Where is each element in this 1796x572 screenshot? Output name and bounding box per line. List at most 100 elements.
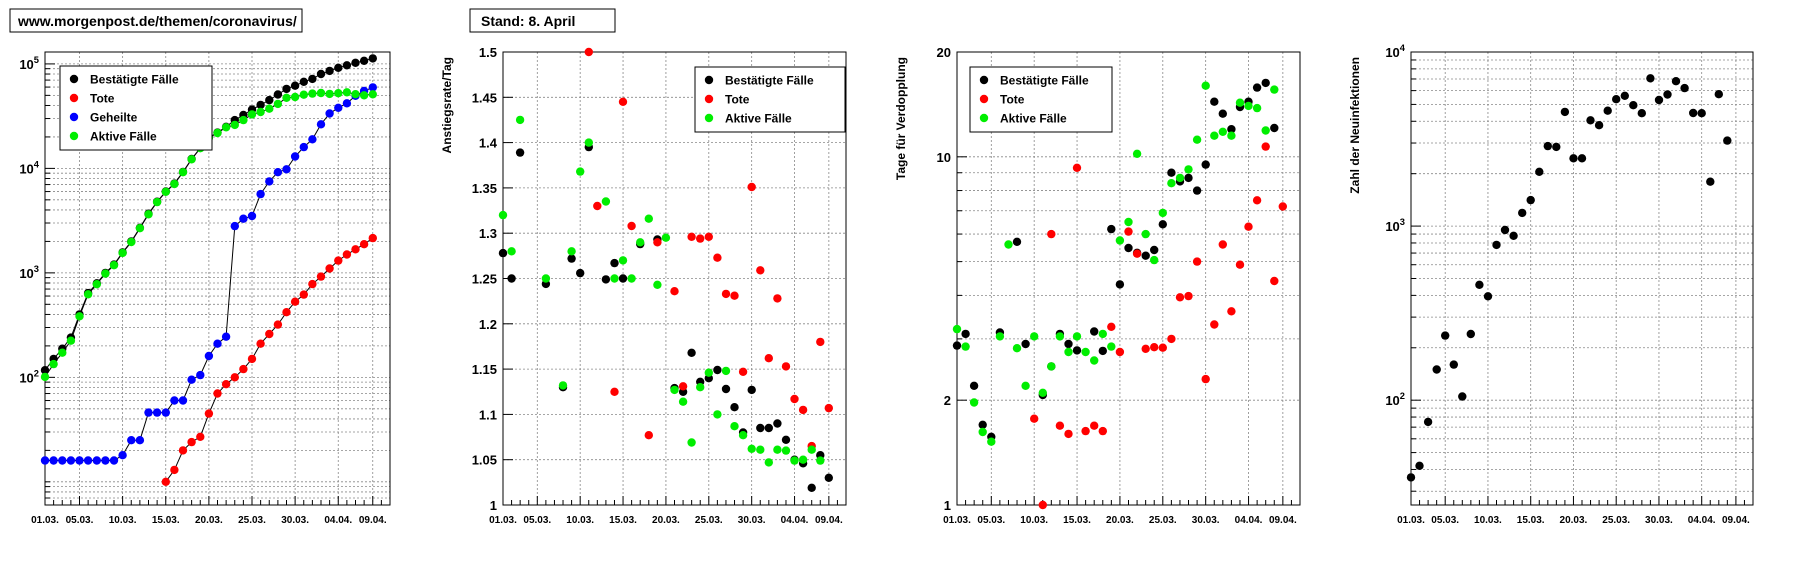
data-point (1270, 276, 1279, 286)
data-point (1244, 101, 1253, 111)
panel-growth-rate: 01.03. 05.03. 10.03. 15.03. 20.03. 25.03. 30.0… (440, 45, 847, 526)
data-point (627, 221, 636, 231)
data-point (1500, 225, 1510, 235)
legend-marker (979, 75, 989, 85)
series-tote (584, 47, 833, 451)
data-point (756, 423, 765, 433)
data-point (515, 115, 525, 125)
x-tick-label: 25.03. (695, 515, 723, 526)
data-point (1270, 123, 1279, 133)
data-point (342, 99, 352, 108)
data-point (1090, 327, 1099, 336)
data-point (127, 237, 136, 247)
data-point (747, 385, 756, 395)
data-point (135, 224, 145, 233)
data-point (627, 274, 636, 283)
data-point (109, 261, 119, 270)
data-point (1210, 131, 1219, 140)
data-point (1038, 500, 1048, 510)
data-point (1252, 196, 1262, 205)
data-point (152, 197, 162, 207)
data-point (316, 120, 326, 129)
x-tick-label: 30.03. (1645, 515, 1673, 526)
data-point (1098, 329, 1108, 339)
data-point (325, 89, 334, 99)
data-point (290, 297, 300, 306)
data-point (507, 274, 516, 283)
data-point (1723, 136, 1732, 145)
legend-item-tote: Tote (69, 92, 115, 106)
data-point (1175, 173, 1185, 183)
data-point (687, 438, 696, 447)
data-point (969, 381, 979, 390)
series-aktive-faelle (952, 81, 1279, 446)
data-point (1406, 473, 1416, 482)
data-point (1270, 85, 1279, 94)
x-tick-label: 09.04. (1269, 515, 1297, 526)
data-point (204, 351, 214, 361)
data-point (161, 187, 170, 196)
data-point (610, 387, 619, 396)
data-point (721, 366, 731, 376)
data-point (1090, 356, 1099, 365)
data-point (170, 179, 179, 189)
data-point (1509, 231, 1518, 240)
data-point (593, 201, 602, 211)
x-tick-label: 20.03. (195, 515, 223, 526)
data-point (1192, 257, 1202, 266)
x-tick-label: 01.03. (31, 515, 59, 526)
data-point (824, 473, 833, 482)
data-point (618, 274, 628, 283)
legend-marker (69, 93, 79, 103)
data-point (1518, 208, 1527, 218)
data-point (282, 165, 291, 174)
data-point (299, 142, 308, 152)
data-point (1072, 332, 1082, 341)
data-point (738, 431, 748, 440)
data-point (1192, 135, 1202, 144)
data-point (1124, 217, 1133, 227)
x-tick-label: 05.03. (523, 515, 551, 526)
data-point (730, 291, 739, 300)
legend-marker (704, 75, 714, 85)
data-point (83, 456, 93, 465)
data-point (290, 152, 300, 161)
y-tick-label: 1.35 (472, 181, 497, 196)
y-tick-label: 1.3 (479, 226, 497, 241)
data-point (576, 268, 585, 278)
data-point (1107, 224, 1116, 234)
data-point (1132, 249, 1142, 258)
data-point (498, 248, 508, 258)
data-point (1047, 362, 1056, 371)
data-point (618, 97, 628, 107)
data-point (644, 214, 653, 223)
data-point (178, 396, 188, 405)
data-point (66, 456, 76, 465)
data-point (1466, 329, 1476, 339)
data-point (196, 370, 205, 380)
data-point (704, 232, 713, 241)
data-point (1141, 229, 1150, 239)
x-tick-label: 09.04. (1722, 515, 1750, 526)
x-tick-label: 09.04. (815, 515, 843, 526)
data-point (1227, 307, 1236, 316)
series-geheilte (40, 83, 377, 465)
data-point (161, 408, 170, 417)
data-point (359, 91, 369, 100)
data-point (1432, 365, 1441, 374)
data-point (1132, 149, 1142, 158)
data-point (299, 90, 308, 99)
data-point (1458, 392, 1467, 401)
data-point (1218, 240, 1228, 249)
data-point (170, 465, 179, 475)
legend-marker (69, 74, 79, 84)
y-tick-label: 10 (937, 150, 951, 165)
data-point (368, 233, 377, 243)
data-point (1415, 461, 1424, 470)
data-point (256, 189, 265, 199)
y-tick-label: 1.1 (479, 407, 497, 422)
y-tick-label: 104 (19, 159, 39, 176)
data-point (247, 354, 257, 364)
data-point (1158, 208, 1168, 218)
data-point (256, 107, 265, 117)
